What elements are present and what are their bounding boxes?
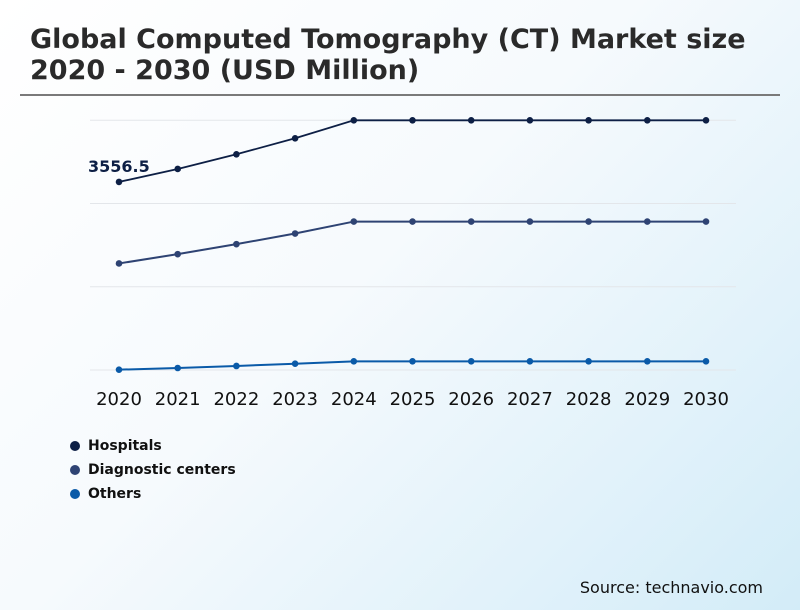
data-point	[115, 366, 123, 373]
data-point	[174, 250, 181, 258]
data-point	[702, 218, 710, 225]
data-point	[409, 358, 416, 365]
data-point	[291, 134, 299, 142]
legend-item: Diagnostic centers	[70, 458, 236, 482]
data-point	[702, 117, 710, 124]
data-point	[174, 364, 181, 372]
data-point	[526, 218, 534, 225]
x-tick-label: 2025	[390, 389, 436, 410]
data-point	[174, 165, 181, 173]
source-label: Source: technavio.com	[579, 578, 763, 597]
data-point	[233, 362, 240, 370]
data-point	[526, 117, 534, 124]
data-point	[233, 240, 240, 248]
data-point	[585, 218, 592, 225]
x-tick-label: 2026	[448, 389, 494, 410]
data-point	[644, 117, 651, 124]
data-label: 3556.5	[88, 157, 150, 176]
data-point	[702, 358, 710, 365]
data-point	[233, 151, 240, 158]
data-point	[291, 360, 299, 368]
x-tick-label: 2024	[331, 389, 377, 410]
data-point	[526, 358, 534, 365]
data-point	[350, 117, 358, 124]
data-point	[644, 218, 651, 225]
data-point	[467, 218, 475, 225]
title-divider	[20, 94, 780, 96]
x-tick-label: 2020	[96, 389, 142, 410]
data-point	[585, 117, 592, 124]
legend-marker-icon	[70, 465, 80, 475]
x-tick-label: 2029	[624, 389, 670, 410]
data-point	[585, 358, 592, 365]
data-point	[467, 117, 475, 124]
chart-title: Global Computed Tomography (CT) Market s…	[30, 24, 746, 86]
legend: Hospitals Diagnostic centers Others	[70, 434, 236, 506]
legend-marker-icon	[70, 489, 80, 499]
legend-item: Others	[70, 482, 236, 506]
series-line-hospitals	[118, 119, 706, 183]
x-tick-label: 2022	[213, 389, 259, 410]
data-point	[409, 218, 416, 225]
legend-marker-icon	[70, 441, 80, 451]
data-point	[467, 358, 475, 365]
data-point	[115, 178, 123, 186]
x-tick-label: 2021	[155, 389, 201, 410]
data-point	[350, 358, 358, 365]
data-point	[409, 117, 416, 124]
data-point	[291, 230, 299, 237]
x-tick-label: 2028	[566, 389, 612, 410]
legend-label: Diagnostic centers	[88, 462, 236, 478]
x-tick-label: 2023	[272, 389, 318, 410]
data-point	[350, 218, 358, 225]
x-tick-label: 2027	[507, 389, 553, 410]
data-point	[644, 358, 651, 365]
legend-item: Hospitals	[70, 434, 236, 458]
data-point	[115, 260, 123, 267]
x-tick-label: 2030	[683, 389, 729, 410]
legend-label: Others	[88, 486, 142, 502]
series-line-diagnostic-centers	[118, 220, 706, 265]
legend-label: Hospitals	[88, 438, 162, 454]
